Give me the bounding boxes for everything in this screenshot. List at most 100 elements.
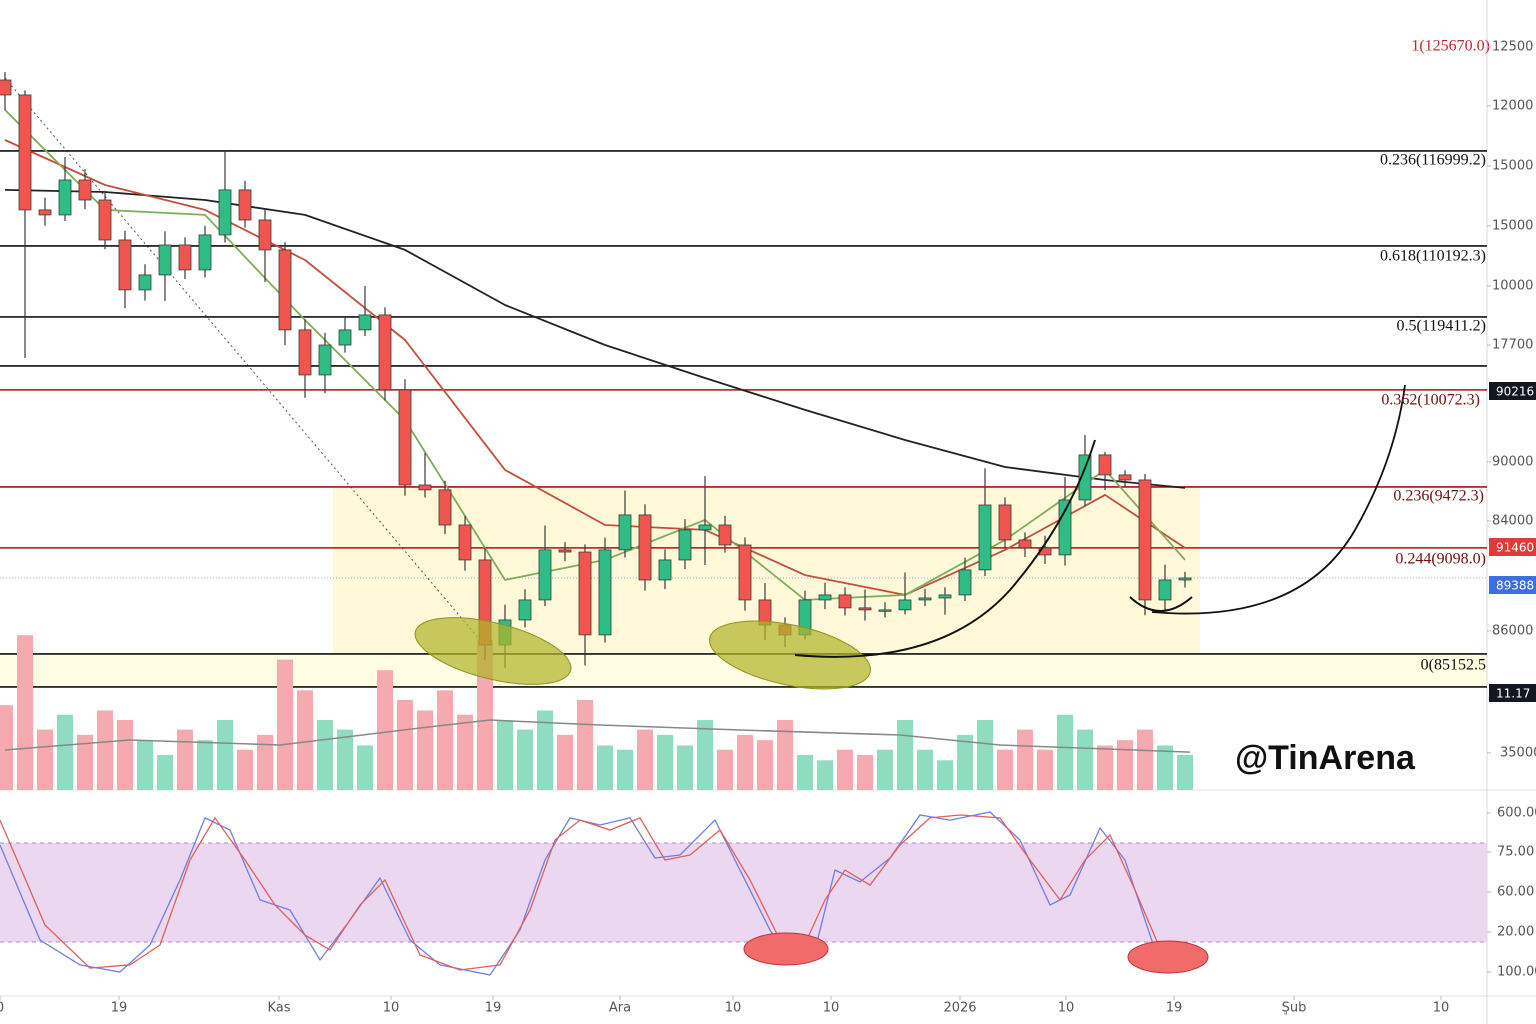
stochastic-band: [0, 843, 1487, 942]
volume-bar: [857, 755, 873, 790]
candle-body: [978, 504, 992, 571]
x-tick-label: 10: [1058, 1001, 1075, 1016]
candle-body: [138, 274, 152, 291]
candle-body: [218, 189, 232, 236]
x-tick-label: 19: [1166, 1001, 1183, 1016]
volume-bar: [1017, 729, 1033, 790]
volume-bar: [277, 659, 293, 790]
volume-bar: [0, 705, 13, 790]
candle-body: [338, 329, 352, 346]
candle-body: [378, 314, 392, 391]
volume-bar: [57, 714, 73, 790]
price-tag-label: 90216: [1496, 385, 1534, 399]
level-label: 0.236(9472.3): [1393, 488, 1484, 505]
candle-body: [58, 179, 72, 216]
candle-body: [398, 389, 412, 486]
volume-bar: [1137, 729, 1153, 790]
candle-body: [438, 489, 452, 526]
volume-bar: [917, 749, 933, 790]
volume-bar: [237, 749, 253, 790]
x-tick-label: 2026: [943, 1001, 976, 1016]
volume-bar: [777, 720, 793, 790]
y-tick-label: 15000: [1492, 218, 1533, 233]
candle-body: [958, 569, 972, 596]
projection-curve: [1151, 384, 1406, 615]
volume-bar: [357, 745, 373, 790]
candle-body: [638, 514, 652, 581]
volume-bar: [177, 729, 193, 790]
candle-body: [558, 549, 572, 553]
candle-body: [118, 239, 132, 291]
y-tick-label: 12000: [1492, 98, 1533, 113]
candle-body: [898, 599, 912, 611]
price-tag-label: 11.17: [1496, 687, 1530, 701]
candle-body: [238, 189, 252, 221]
candle-body: [838, 594, 852, 609]
volume-bar: [897, 720, 913, 790]
x-tick-label: 10: [383, 1001, 400, 1016]
candle-body: [458, 524, 472, 561]
y-tick-label: 15000: [1492, 158, 1533, 173]
volume-bar: [397, 699, 413, 790]
volume-bar: [797, 755, 813, 790]
volume-bar: [597, 745, 613, 790]
volume-bar: [317, 720, 333, 790]
candle-body: [678, 529, 692, 561]
volume-bar: [717, 749, 733, 790]
volume-bar: [197, 740, 213, 790]
x-tick-label: 10: [1433, 1001, 1450, 1016]
x-tick-label: 19: [111, 1001, 128, 1016]
price-tag-label: 89388: [1496, 579, 1534, 593]
cup-curve: [1129, 596, 1193, 612]
candle-body: [918, 597, 932, 601]
moving-average: [4, 139, 1186, 596]
highlight-ellipse: [709, 620, 871, 690]
candle-body: [198, 234, 212, 271]
volume-bar: [1177, 755, 1193, 790]
volume-bar: [877, 749, 893, 790]
candle-body: [1098, 454, 1112, 476]
candle-body: [518, 599, 532, 621]
candle-body: [18, 94, 32, 211]
y-tick-label: 75.00: [1497, 845, 1534, 860]
x-tick-label: 10: [823, 1001, 840, 1016]
volume-bar: [437, 690, 453, 790]
candle-body: [938, 594, 952, 599]
moving-average: [4, 189, 1186, 489]
candle-body: [38, 209, 52, 216]
y-tick-label: 100.00: [1497, 965, 1536, 980]
x-tick-label: Ara: [609, 1001, 631, 1016]
volume-bar: [837, 749, 853, 790]
trend-line: [4, 77, 481, 641]
candle-body: [738, 544, 752, 601]
candle-body: [1058, 499, 1072, 556]
volume-bar: [417, 710, 433, 790]
candle-body: [1138, 479, 1152, 601]
candle-body: [278, 249, 292, 331]
volume-bar: [1037, 749, 1053, 790]
candle-body: [998, 504, 1012, 541]
price-tag: [1489, 684, 1536, 702]
volume-bar: [77, 734, 93, 790]
y-tick-label: 60.00: [1497, 885, 1534, 900]
plot: [0, 72, 1487, 976]
candle-body: [258, 219, 272, 251]
candle-body: [178, 244, 192, 271]
candle-body: [318, 344, 332, 376]
candle-body: [858, 607, 872, 611]
level-label: 1(125670.0): [1411, 38, 1490, 55]
y-tick-label: 86000: [1492, 623, 1533, 638]
volume-bar: [997, 749, 1013, 790]
candle-body: [78, 179, 92, 201]
volume-bar: [557, 734, 573, 790]
candle-body: [538, 549, 552, 601]
candle-body: [1118, 474, 1132, 481]
volume-bar: [957, 734, 973, 790]
volume-bar: [377, 670, 393, 790]
y-tick-label: 600.00: [1497, 805, 1536, 820]
volume-bar: [677, 745, 693, 790]
y-tick-label: 20.00: [1497, 924, 1534, 939]
level-label: 0(85152.5: [1421, 657, 1486, 674]
candle-body: [1018, 539, 1032, 549]
